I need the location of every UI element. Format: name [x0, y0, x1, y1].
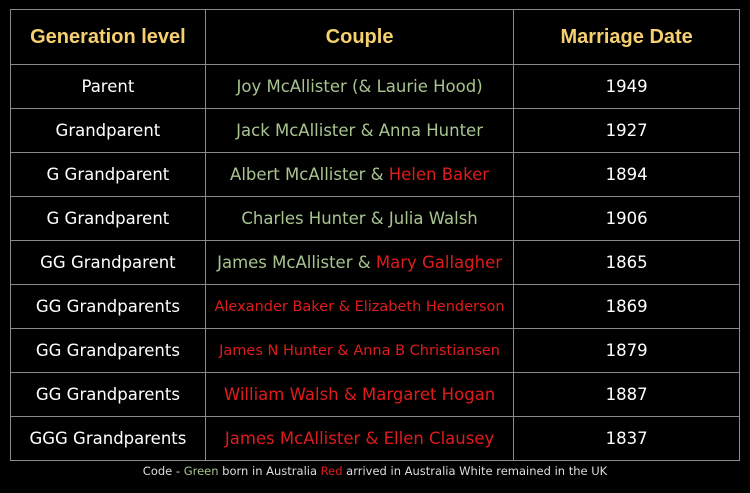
generation-level-cell: G Grandparent	[10, 196, 206, 241]
legend-prefix: Code -	[142, 464, 184, 478]
marriage-date-cell: 1837	[513, 416, 740, 461]
generation-level-cell: GG Grandparents	[10, 328, 206, 373]
couple-cell: Albert McAllister & Helen Baker	[204, 152, 515, 197]
table-row: G Grandparent Albert McAllister & Helen B…	[10, 152, 740, 197]
couple-cell: James McAllister & Ellen Clausey	[204, 416, 515, 461]
couple-name-part: Helen Baker	[388, 165, 490, 184]
couple-name-part: James N Hunter & Anna B Christiansen	[219, 342, 500, 359]
generation-level-cell: GG Grandparents	[10, 284, 206, 329]
couple-name-part: James McAllister & Ellen Clausey	[224, 429, 495, 448]
table-row: GG Grandparents James N Hunter & Anna B C…	[10, 328, 740, 373]
table-row: GG Grandparent James McAllister & Mary Ga…	[10, 240, 740, 285]
header-marriage-date: Marriage Date	[513, 9, 740, 65]
legend-green-desc: born in Australia	[218, 464, 321, 478]
table-row: GG Grandparents William Walsh & Margaret …	[10, 372, 740, 417]
marriage-date-cell: 1887	[513, 372, 740, 417]
legend-red: Red	[320, 464, 343, 478]
couple-name-part: Joy McAllister (& Laurie Hood)	[236, 77, 483, 96]
legend-red-white-desc: arrived in Australia White remained in t…	[342, 464, 608, 478]
marriage-date-cell: 1894	[513, 152, 740, 197]
table-row: Grandparent Jack McAllister & Anna Hunter…	[10, 108, 740, 153]
marriage-date-cell: 1949	[513, 64, 740, 109]
marriage-date-cell: 1927	[513, 108, 740, 153]
couple-name-part: Alexander Baker & Elizabeth Henderson	[214, 298, 505, 315]
couple-cell: James N Hunter & Anna B Christiansen	[204, 328, 515, 373]
generation-level-cell: GG Grandparent	[10, 240, 206, 285]
couple-cell: Joy McAllister (& Laurie Hood)	[204, 64, 515, 109]
couple-cell: James McAllister & Mary Gallagher	[204, 240, 515, 285]
generation-level-cell: Grandparent	[10, 108, 206, 153]
couple-name-part: Jack McAllister & Anna Hunter	[236, 121, 483, 140]
legend-green: Green	[183, 464, 219, 478]
couple-name-part: James McAllister &	[217, 253, 376, 272]
table-row: Parent Joy McAllister (& Laurie Hood) 1949	[10, 64, 740, 109]
table-row: GGG Grandparents James McAllister & Ellen…	[10, 416, 740, 461]
generation-level-cell: GG Grandparents	[10, 372, 206, 417]
generations-table: Generation level Couple Marriage Date Pa…	[10, 9, 740, 461]
generation-level-cell: Parent	[10, 64, 206, 109]
header-generation-level: Generation level	[10, 9, 206, 65]
table-row: GG Grandparents Alexander Baker & Elizabe…	[10, 284, 740, 329]
couple-name-part: William Walsh & Margaret Hogan	[223, 385, 496, 404]
marriage-date-cell: 1906	[513, 196, 740, 241]
couple-cell: Charles Hunter & Julia Walsh	[204, 196, 515, 241]
couple-cell: William Walsh & Margaret Hogan	[204, 372, 515, 417]
couple-cell: Alexander Baker & Elizabeth Henderson	[204, 284, 515, 329]
couple-name-part: Mary Gallagher	[375, 253, 503, 272]
marriage-date-cell: 1879	[513, 328, 740, 373]
couple-name-part: Charles Hunter & Julia Walsh	[241, 209, 478, 228]
color-code-legend: Code - Green born in Australia Red arriv…	[0, 464, 750, 478]
header-row: Generation level Couple Marriage Date	[10, 9, 740, 65]
table-row: G Grandparent Charles Hunter & Julia Wals…	[10, 196, 740, 241]
couple-name-part: Albert McAllister &	[230, 165, 389, 184]
generation-level-cell: GGG Grandparents	[10, 416, 206, 461]
marriage-date-cell: 1869	[513, 284, 740, 329]
generation-level-cell: G Grandparent	[10, 152, 206, 197]
header-couple: Couple	[204, 9, 515, 65]
marriage-date-cell: 1865	[513, 240, 740, 285]
couple-cell: Jack McAllister & Anna Hunter	[204, 108, 515, 153]
